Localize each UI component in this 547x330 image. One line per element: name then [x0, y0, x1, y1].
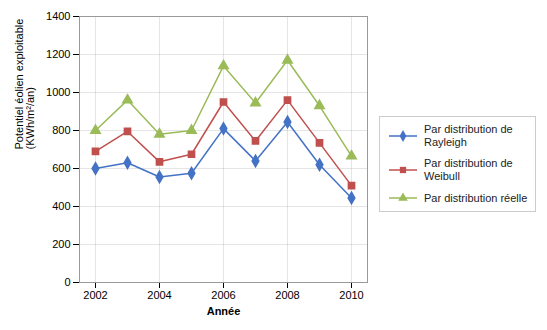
svg-text:2008: 2008 — [275, 289, 299, 301]
html-text:Par distribution réelle: Par distribution réelle — [424, 191, 528, 204]
svg-text:Année: Année — [207, 305, 241, 317]
svg-text:1200: 1200 — [46, 48, 70, 60]
svg-text:2004: 2004 — [147, 289, 171, 301]
svg-text:600: 600 — [52, 162, 70, 174]
svg-text:1000: 1000 — [46, 86, 70, 98]
svg-text:2002: 2002 — [83, 289, 107, 301]
svg-text:0: 0 — [64, 276, 70, 288]
svg-text:2006: 2006 — [211, 289, 235, 301]
svg-text:Potentiel éolien exploitable(K: Potentiel éolien exploitable(KWh/m²/an) — [13, 19, 36, 150]
svg-text:2010: 2010 — [339, 289, 363, 301]
svg-text:1400: 1400 — [46, 10, 70, 22]
svg-text:400: 400 — [52, 200, 70, 212]
html-text:Par distribution de Weibull: Par distribution de Weibull — [424, 157, 513, 183]
svg-text:200: 200 — [52, 238, 70, 250]
html-text:Par distribution de Rayleigh: Par distribution de Rayleigh — [424, 122, 513, 148]
svg-text:800: 800 — [52, 124, 70, 136]
